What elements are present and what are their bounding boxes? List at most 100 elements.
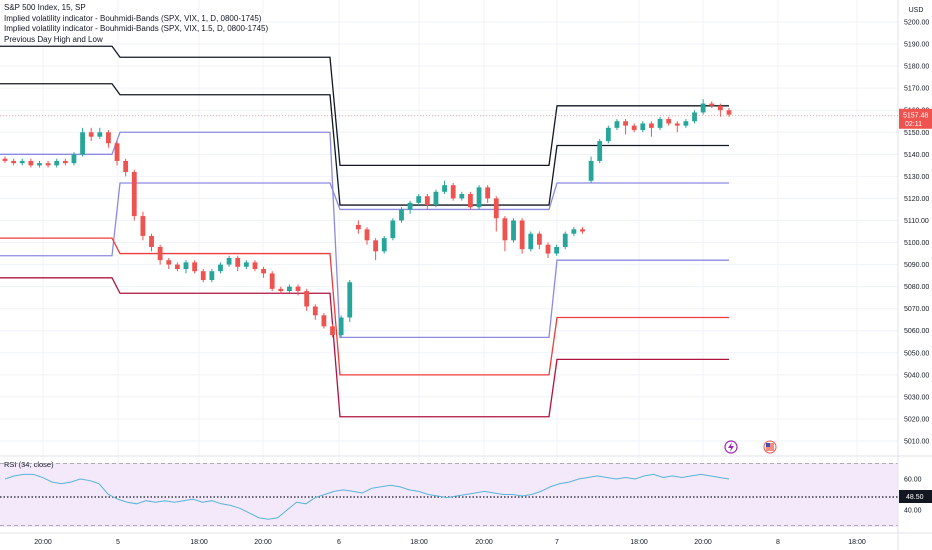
price-tick-label: 5080.00: [904, 284, 929, 291]
candle-body: [649, 123, 654, 128]
event-markers[interactable]: [724, 440, 777, 454]
candle-body: [502, 218, 508, 241]
rsi-band-fill: [0, 463, 898, 527]
indicator-legend-3[interactable]: Previous Day High and Low: [4, 34, 103, 44]
price-tick-label: 5090.00: [904, 262, 929, 269]
candle-body: [28, 160, 34, 166]
symbol-title[interactable]: S&P 500 Index, 15, SP: [4, 3, 86, 12]
candle-body: [485, 187, 491, 199]
candle-body: [580, 229, 585, 232]
candle-body: [623, 121, 628, 126]
candle-body: [588, 160, 594, 181]
price-tick-label: 5200.00: [904, 20, 929, 27]
candle-body: [605, 127, 611, 142]
candle-body: [536, 233, 542, 245]
time-tick-label: 20:00: [475, 539, 493, 546]
candles: [2, 99, 732, 338]
band-line: [0, 45, 729, 166]
candle-body: [700, 103, 706, 113]
grid-lines: [0, 0, 898, 527]
candle-body: [97, 132, 103, 137]
price-tick-label: 5110.00: [904, 218, 929, 225]
candle-body: [174, 264, 180, 269]
rsi-tick-label: 40.00: [904, 508, 922, 515]
time-tick-label: 20:00: [694, 539, 712, 546]
band-line: [0, 83, 729, 206]
time-tick-label: 6: [337, 539, 341, 546]
candle-body: [183, 262, 189, 269]
candle-body: [11, 160, 17, 164]
time-tick-label: 18:00: [190, 539, 208, 546]
candle-body: [709, 103, 715, 106]
candle-body: [373, 240, 379, 252]
candle-body: [45, 163, 51, 166]
candle-body: [528, 233, 534, 250]
candle-body: [269, 273, 275, 289]
candle-body: [54, 160, 60, 166]
candle-body: [399, 209, 404, 221]
candle-body: [597, 141, 603, 161]
time-tick-label: 18:00: [630, 539, 648, 546]
price-tick-label: 5190.00: [904, 42, 929, 49]
candle-body: [2, 158, 8, 161]
candle-body: [287, 286, 292, 292]
price-tick-label: 5070.00: [904, 306, 929, 313]
time-tick-label: 20:00: [34, 539, 52, 546]
candle-body: [123, 160, 129, 172]
candle-body: [131, 171, 137, 217]
candle-body: [726, 110, 732, 115]
candle-body: [614, 121, 620, 128]
band-line: [0, 131, 729, 339]
price-tick-label: 5030.00: [904, 394, 929, 401]
candle-body: [278, 288, 284, 292]
candle-body: [330, 326, 335, 336]
band-line: [0, 182, 729, 257]
candle-body: [717, 105, 723, 111]
candle-body: [674, 123, 680, 126]
price-tick-label: 5020.00: [904, 416, 929, 423]
price-tick-label: 5120.00: [904, 196, 929, 203]
rsi-label: RSI (34, close): [4, 460, 54, 469]
candle-body: [545, 244, 551, 254]
candle-body: [390, 220, 396, 239]
price-tick-label: 5010.00: [904, 439, 929, 446]
candle-body: [140, 216, 146, 236]
candle-body: [692, 112, 697, 122]
currency-label: USD: [909, 7, 924, 14]
candle-body: [450, 185, 456, 199]
price-tick-label: 5060.00: [904, 328, 929, 335]
candle-body: [554, 246, 560, 254]
candle-body: [459, 194, 465, 199]
candle-body: [312, 306, 318, 316]
candle-body: [192, 262, 198, 272]
candle-body: [442, 185, 447, 192]
candle-body: [468, 194, 473, 208]
indicator-legend-2[interactable]: Implied volatility indicator - Bouhmidi-…: [4, 24, 269, 33]
candle-body: [407, 202, 413, 210]
flag-canton: [766, 443, 770, 447]
chart-legend: S&P 500 Index, 15, SP Implied volatility…: [4, 3, 268, 45]
indicator-legend-1[interactable]: Implied volatility indicator - Bouhmidi-…: [4, 13, 262, 23]
candle-body: [657, 119, 663, 128]
candle-body: [571, 229, 577, 234]
candle-body: [683, 121, 689, 126]
candle-body: [476, 187, 482, 208]
candle-body: [149, 235, 154, 247]
candle-body: [338, 317, 344, 336]
candle-body: [157, 246, 163, 261]
last-price-label: 5157.48: [903, 112, 928, 119]
price-tick-label: 5040.00: [904, 372, 929, 379]
time-tick-label: 8: [776, 539, 780, 546]
candle-body: [243, 262, 249, 267]
price-tick-label: 5140.00: [904, 152, 929, 159]
candle-body: [235, 257, 241, 267]
candle-body: [226, 257, 232, 265]
candle-body: [381, 238, 387, 252]
time-tick-label: 20:00: [254, 539, 272, 546]
candle-body: [71, 154, 77, 164]
candle-body: [631, 125, 637, 131]
candle-body: [433, 191, 439, 206]
